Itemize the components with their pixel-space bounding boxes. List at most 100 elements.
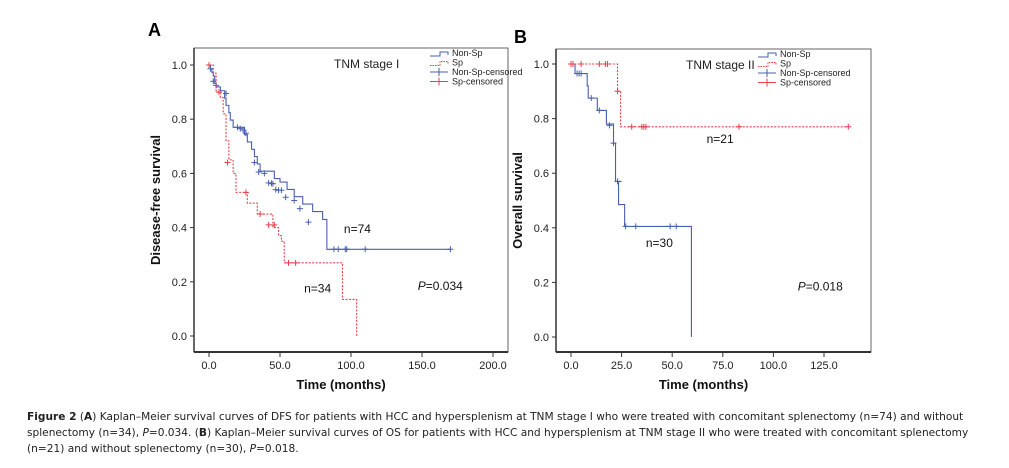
series-line-sp (209, 64, 358, 336)
caption-part-b-letter: B (198, 427, 207, 439)
censor-mark (215, 89, 222, 96)
x-tick-label: 100.0 (337, 360, 365, 372)
x-tick-label: 0.0 (563, 360, 578, 372)
chart-title: TNM stage II (686, 58, 755, 72)
plot-frame (555, 48, 872, 353)
censor-mark (735, 123, 742, 130)
p-value: =0.034 (426, 279, 463, 293)
legend-label: Non-Sp (452, 48, 483, 58)
x-tick-label: 25.0 (611, 360, 632, 372)
y-tick-label: 0.4 (534, 223, 549, 235)
censor-mark (242, 130, 249, 137)
censor-mark (578, 61, 585, 67)
x-tick-label: 200.0 (479, 360, 507, 372)
y-tick-label: 0.8 (534, 114, 549, 126)
censor-mark (240, 127, 247, 134)
legend-label: Sp (452, 58, 463, 68)
censor-mark (291, 197, 298, 204)
censor-mark (845, 123, 852, 130)
censor-mark (251, 159, 258, 166)
n-label: n=21 (707, 132, 734, 146)
p-italic: P (798, 280, 806, 294)
y-tick-label: 0.2 (172, 277, 187, 289)
censor-mark (343, 246, 350, 253)
censor-mark (224, 159, 231, 166)
censor-mark (242, 189, 249, 196)
n-label: n=74 (344, 222, 371, 236)
plot-frame (193, 47, 509, 353)
censor-mark (673, 223, 680, 230)
chart-title: TNM stage I (334, 57, 399, 71)
caption-figure-label: Figure 2 (27, 411, 77, 423)
legend-label: Sp-censored (452, 77, 503, 87)
x-tick-label: 50.0 (269, 360, 290, 372)
p-italic: P (418, 279, 426, 293)
censor-mark (285, 259, 292, 266)
legend-label: Sp-censored (780, 78, 831, 88)
censor-mark (257, 211, 264, 218)
legend-label: Non-Sp (780, 49, 811, 59)
censor-mark (269, 180, 276, 187)
panel-a-letter: A (148, 20, 161, 40)
censor-mark (606, 122, 613, 129)
censor-mark (265, 221, 272, 228)
panel-a-chart: 0.0 0.2 0.4 0.6 0.8 1.0 0.0 50.0 100.0 150.0 200.0… (148, 47, 523, 392)
x-axis-label: Time (months) (659, 377, 748, 392)
caption-part-b-text: Kaplan–Meier survival curves of OS for p… (27, 427, 969, 455)
censor-mark (632, 223, 639, 230)
y-tick-label: 0.0 (534, 332, 549, 344)
censor-mark (335, 246, 342, 253)
legend-cross-icon (430, 77, 448, 86)
censor-mark (296, 205, 303, 212)
n-label: n=34 (304, 282, 331, 296)
censor-mark (261, 170, 268, 177)
legend-line-icon (430, 51, 449, 57)
censor-mark (578, 70, 585, 77)
censor-mark (447, 246, 454, 253)
censor-mark (234, 124, 241, 131)
censor-mark (642, 123, 649, 130)
y-axis-label: Disease-free survival (148, 135, 163, 265)
censor-mark (596, 107, 603, 114)
censor-mark (271, 221, 278, 228)
legend-label: Non-Sp-censored (452, 67, 523, 77)
y-tick-label: 1.0 (172, 60, 187, 72)
y-tick-label: 0.6 (172, 168, 187, 180)
censor-mark (278, 187, 285, 194)
panel-b-chart: 0.0 0.2 0.4 0.6 0.8 1.0 0.0 25.0 50.0 75.0 100.0 12… (510, 48, 872, 392)
y-tick-label: 0.6 (534, 168, 549, 180)
caption-part-b-pval: =0.018. (256, 443, 299, 455)
x-tick-label: 150.0 (408, 360, 436, 372)
caption-part-b-p: P (249, 443, 257, 455)
censor-mark (265, 179, 272, 186)
censor-mark (223, 90, 230, 97)
censor-mark (628, 123, 635, 130)
x-axis-label: Time (months) (296, 377, 385, 392)
censor-mark (614, 178, 621, 185)
x-tick-label: 75.0 (712, 360, 733, 372)
censor-mark (272, 186, 279, 193)
censor-mark (362, 246, 369, 253)
caption-part-a-pval: =0.034. (148, 427, 195, 439)
n-label: n=30 (646, 236, 673, 250)
censor-mark (622, 223, 629, 230)
panel-b-letter: B (514, 27, 527, 47)
censor-mark (610, 140, 617, 147)
x-tick-label: 0.0 (201, 360, 216, 372)
legend-cross-icon (430, 68, 448, 76)
legend-label: Sp (780, 59, 791, 69)
p-value-label: P=0.034 (418, 279, 463, 293)
series-line-sp (571, 63, 849, 128)
legend-label: Non-Sp-censored (780, 68, 851, 78)
censor-mark (305, 219, 312, 226)
censor-mark (210, 78, 217, 85)
censor-mark (570, 61, 577, 67)
figure-caption: Figure 2 (A) Kaplan–Meier survival curve… (27, 411, 969, 455)
series-line-non-sp (571, 63, 692, 337)
legend-cross-icon (758, 69, 776, 77)
censor-mark (588, 95, 595, 102)
series-line-non-sp (209, 64, 451, 250)
censor-mark (614, 88, 621, 95)
